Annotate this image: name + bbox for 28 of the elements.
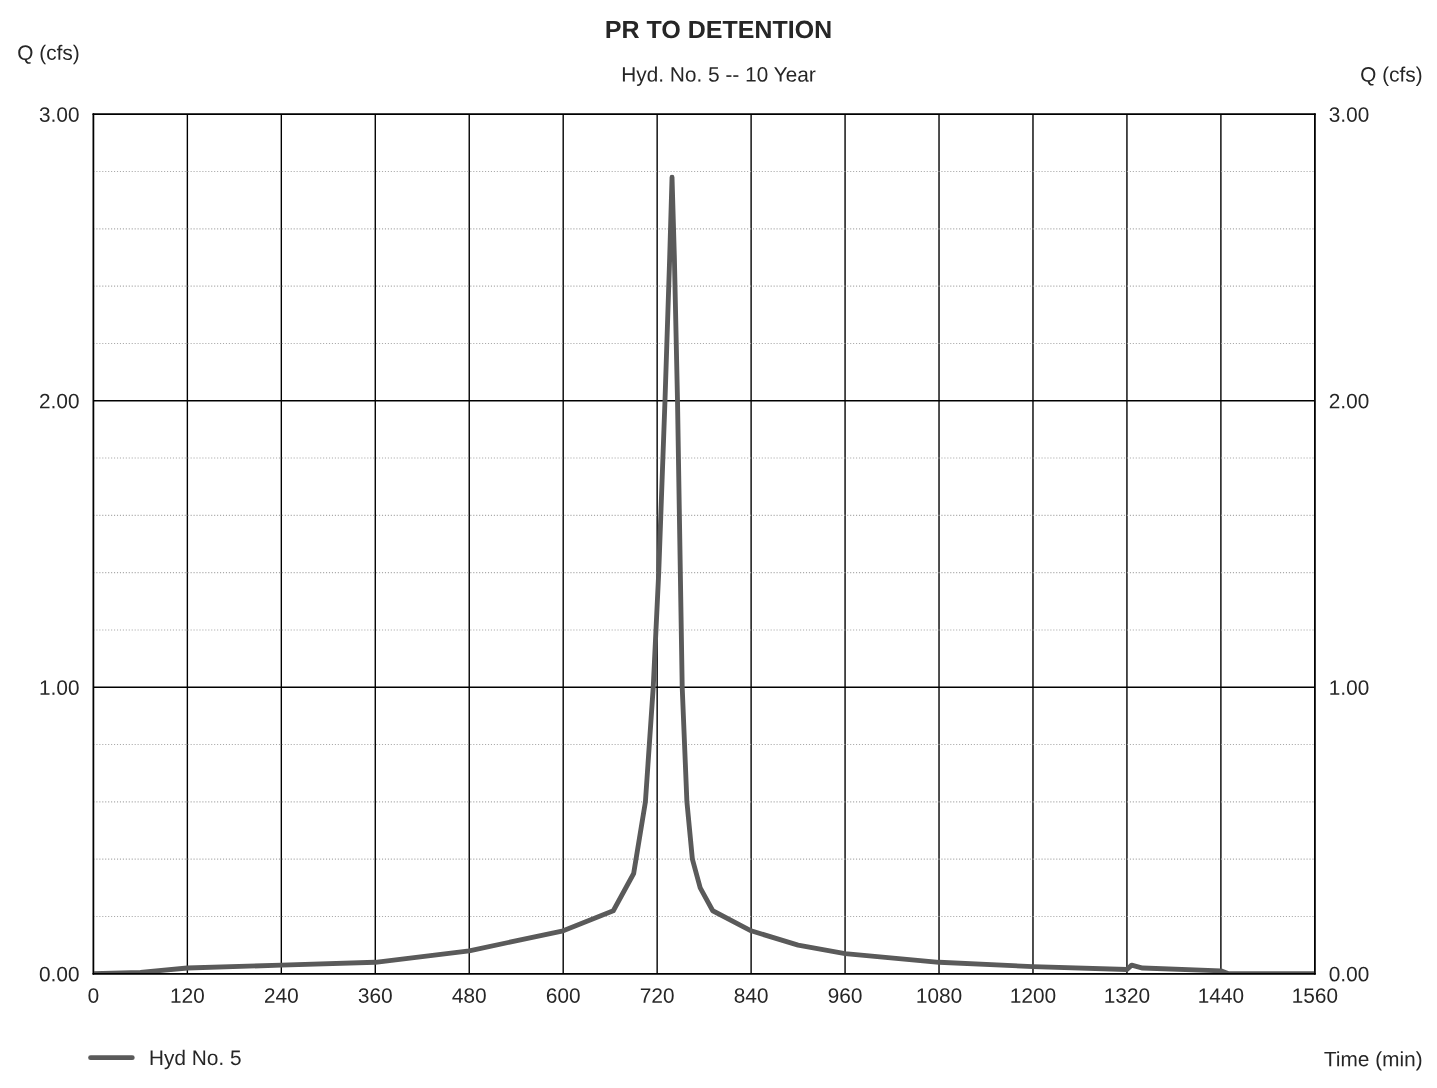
x-tick-label: 120: [171, 988, 204, 1003]
y2-tick-label: 2.00: [1329, 393, 1369, 409]
y-tick-label: 2.00: [40, 393, 79, 409]
y2-axis-title: Q (cfs): [1361, 66, 1422, 86]
y-tick-label: 0.00: [39, 966, 79, 982]
x-tick-label: 600: [546, 988, 580, 1003]
x-tick-label: 1320: [1105, 988, 1150, 1003]
x-tick-label: 1440: [1199, 988, 1244, 1003]
x-tick-label: 960: [828, 988, 862, 1003]
x-tick-label: 1200: [1011, 988, 1056, 1003]
legend-label: Hyd No. 5: [150, 1049, 241, 1070]
chart-subtitle: Hyd. No. 5 -- 10 Year: [622, 66, 816, 86]
x-tick-label: 480: [452, 988, 486, 1003]
y-tick-label: 3.00: [39, 107, 79, 122]
x-tick-label: 720: [640, 988, 674, 1003]
y2-tick-label: 0.00: [1329, 966, 1369, 982]
x-axis-title: Time (min): [1324, 1051, 1422, 1071]
x-tick-label: 240: [264, 988, 298, 1003]
chart-title: PR TO DETENTION: [606, 20, 831, 39]
x-tick-label: 840: [734, 988, 768, 1003]
x-tick-label: 0: [88, 988, 99, 1003]
y-axis-title: Q (cfs): [18, 44, 79, 65]
y-tick-label: 1.00: [40, 680, 79, 696]
x-tick-label: 360: [358, 988, 392, 1003]
y2-tick-label: 3.00: [1329, 107, 1369, 122]
x-tick-label: 1080: [917, 988, 962, 1003]
y2-tick-label: 1.00: [1330, 680, 1369, 696]
x-tick-label: 1560: [1293, 988, 1338, 1003]
